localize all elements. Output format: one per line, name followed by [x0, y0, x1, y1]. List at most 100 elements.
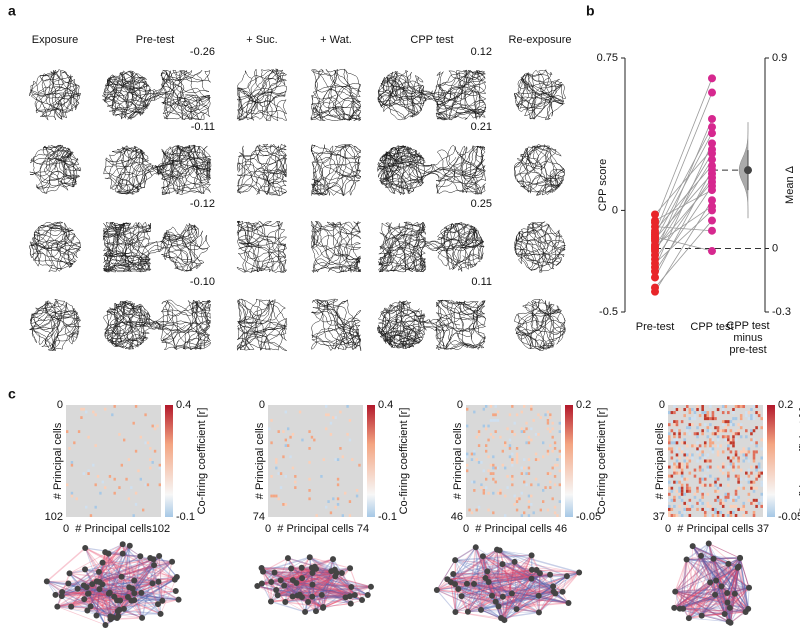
- heatmap-cell: [485, 486, 488, 489]
- network-edge: [84, 547, 177, 592]
- network-edge: [452, 573, 517, 610]
- network-edge: [57, 606, 106, 626]
- heatmap-cell: [134, 449, 138, 453]
- colorbar-label: Co-firing coefficient [r]: [798, 408, 800, 515]
- network-edge: [102, 581, 159, 586]
- network-edge: [69, 573, 111, 620]
- network-edge: [708, 543, 728, 594]
- heatmap-cell: [558, 455, 561, 459]
- network-node: [84, 607, 91, 614]
- heatmap-cell: [727, 465, 730, 469]
- network-edge: [450, 550, 500, 583]
- network-edge: [538, 593, 556, 613]
- heatmap-cell: [530, 427, 533, 431]
- heatmap-cell: [506, 486, 509, 489]
- heatmap-cell: [711, 450, 715, 454]
- heatmap-cell: [520, 514, 523, 517]
- heatmap-cell: [729, 429, 733, 433]
- network: [433, 544, 583, 624]
- data-point: [708, 216, 716, 225]
- network-edge: [276, 589, 346, 598]
- network-edge: [290, 568, 346, 598]
- heatmap-cell: [732, 462, 735, 466]
- heatmap-cell: [709, 423, 712, 427]
- heatmap-cell: [308, 461, 311, 464]
- network-edge: [467, 578, 532, 613]
- pair-line: [654, 92, 713, 233]
- network-edge: [283, 568, 292, 586]
- heatmap-cell: [747, 450, 751, 454]
- heatmap-cell: [336, 477, 340, 481]
- heatmap-cell: [520, 491, 523, 495]
- network-node: [271, 569, 278, 576]
- heatmap-cell: [282, 430, 285, 433]
- network-edge: [713, 558, 716, 595]
- heatmap-cell: [739, 414, 743, 418]
- heatmap-cell: [760, 468, 763, 472]
- heatmap-cell: [670, 450, 674, 454]
- heatmap-cell: [482, 491, 485, 495]
- network-node: [672, 588, 679, 595]
- heatmap-cell: [760, 438, 763, 442]
- heatmap-cell: [747, 459, 751, 463]
- heatmap-cell: [668, 432, 671, 436]
- network-edge: [700, 563, 730, 616]
- heatmap-cell: [755, 468, 758, 472]
- heatmap-cell: [698, 414, 702, 418]
- network-edge: [516, 572, 541, 610]
- network-edge: [726, 567, 739, 594]
- heatmap-cell: [701, 468, 704, 472]
- network-node: [96, 578, 103, 585]
- heatmap-cell: [750, 429, 753, 433]
- heatmap-cell: [108, 475, 112, 478]
- network-edge: [701, 566, 740, 617]
- heatmap-cell: [752, 405, 756, 409]
- network-edge: [312, 575, 336, 586]
- heatmap-cell: [504, 466, 507, 470]
- network-edge: [461, 549, 498, 597]
- heatmap-cell: [670, 498, 674, 502]
- network-edge: [262, 571, 286, 603]
- network-edge: [739, 557, 750, 588]
- heatmap-cell: [719, 498, 722, 502]
- network-edge: [675, 558, 714, 592]
- heatmap-cell: [137, 469, 140, 473]
- network-edge: [739, 557, 750, 588]
- column-header: Exposure: [32, 34, 78, 46]
- network-edge: [674, 607, 746, 613]
- network-node: [106, 589, 113, 596]
- network-edge: [712, 558, 749, 610]
- network-edge: [500, 591, 554, 619]
- network-edge: [538, 591, 563, 613]
- heatmap-cell: [680, 420, 684, 424]
- heatmap-cell: [325, 427, 328, 431]
- column-header: Re-exposure: [509, 34, 572, 46]
- data-point: [708, 129, 716, 138]
- heatmap-cell: [693, 495, 697, 499]
- heatmap-cell: [727, 510, 730, 514]
- heatmap-cell: [706, 417, 710, 421]
- heatmap-cell: [542, 441, 545, 445]
- heatmap-cell: [721, 465, 725, 469]
- network-edge: [708, 543, 746, 613]
- panel-label: c: [8, 386, 16, 402]
- network-edge: [727, 602, 749, 610]
- heatmap-cell: [745, 435, 748, 439]
- network-edge: [688, 594, 716, 619]
- heatmap-cell: [734, 498, 738, 502]
- network-edge: [487, 569, 532, 572]
- colorbar: [165, 405, 173, 517]
- network-edge: [466, 583, 569, 604]
- heatmap-cell: [678, 465, 681, 469]
- network-edge: [700, 555, 750, 589]
- heatmap-cell: [104, 486, 107, 489]
- heatmap-cell: [291, 433, 295, 436]
- network-edge: [713, 558, 747, 613]
- heatmap-cell: [556, 463, 559, 467]
- network-node: [495, 603, 502, 610]
- heatmap-cell: [696, 435, 699, 439]
- heatmap-cell: [716, 450, 720, 454]
- network-node: [485, 578, 492, 585]
- heatmap-cell: [504, 494, 507, 498]
- heatmap-cell: [691, 444, 694, 448]
